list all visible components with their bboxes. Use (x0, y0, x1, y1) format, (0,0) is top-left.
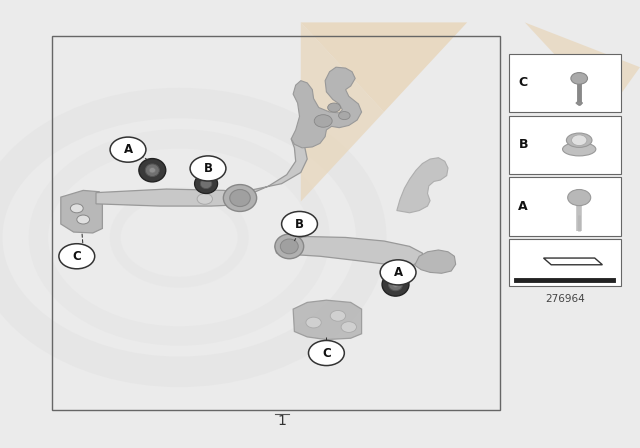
Polygon shape (61, 190, 102, 233)
Polygon shape (525, 22, 640, 112)
Polygon shape (301, 22, 384, 202)
Bar (52, 36, 500, 410)
Circle shape (339, 112, 350, 120)
Polygon shape (415, 250, 456, 273)
Ellipse shape (382, 273, 409, 296)
Text: B: B (518, 138, 528, 151)
Ellipse shape (576, 102, 582, 104)
Ellipse shape (145, 164, 159, 177)
Circle shape (571, 73, 588, 84)
Text: A: A (124, 143, 132, 156)
Polygon shape (293, 300, 362, 340)
Circle shape (110, 137, 146, 162)
Text: A: A (394, 266, 403, 279)
Text: A: A (518, 200, 528, 213)
Polygon shape (229, 137, 307, 201)
Polygon shape (291, 67, 362, 148)
Circle shape (70, 204, 83, 213)
Circle shape (568, 190, 591, 206)
Ellipse shape (275, 234, 304, 258)
Ellipse shape (280, 239, 298, 254)
Polygon shape (96, 189, 246, 206)
Ellipse shape (388, 278, 403, 291)
Bar (509, 177, 621, 236)
Text: 276964: 276964 (545, 294, 585, 304)
Ellipse shape (392, 282, 399, 287)
Circle shape (306, 317, 321, 328)
Ellipse shape (223, 185, 257, 211)
Polygon shape (543, 258, 602, 265)
Ellipse shape (230, 190, 250, 207)
Polygon shape (275, 237, 422, 265)
Ellipse shape (149, 168, 156, 173)
Circle shape (314, 115, 332, 127)
Circle shape (308, 340, 344, 366)
Text: 1: 1 (278, 414, 287, 428)
Circle shape (197, 194, 212, 204)
Circle shape (572, 135, 587, 146)
Circle shape (341, 322, 356, 332)
Ellipse shape (200, 179, 212, 189)
Ellipse shape (563, 142, 596, 156)
Ellipse shape (566, 133, 592, 147)
Circle shape (77, 215, 90, 224)
Ellipse shape (139, 159, 166, 182)
Text: B: B (295, 217, 304, 231)
Circle shape (328, 103, 340, 112)
Circle shape (282, 211, 317, 237)
Polygon shape (397, 158, 448, 213)
Text: B: B (204, 162, 212, 175)
Text: C: C (322, 346, 331, 360)
Bar (509, 239, 621, 286)
Bar (509, 116, 621, 174)
Bar (509, 54, 621, 112)
Ellipse shape (195, 174, 218, 194)
Text: C: C (518, 76, 527, 90)
Circle shape (190, 156, 226, 181)
Text: C: C (72, 250, 81, 263)
Polygon shape (301, 22, 467, 112)
Circle shape (59, 244, 95, 269)
Circle shape (380, 260, 416, 285)
Circle shape (330, 310, 346, 321)
